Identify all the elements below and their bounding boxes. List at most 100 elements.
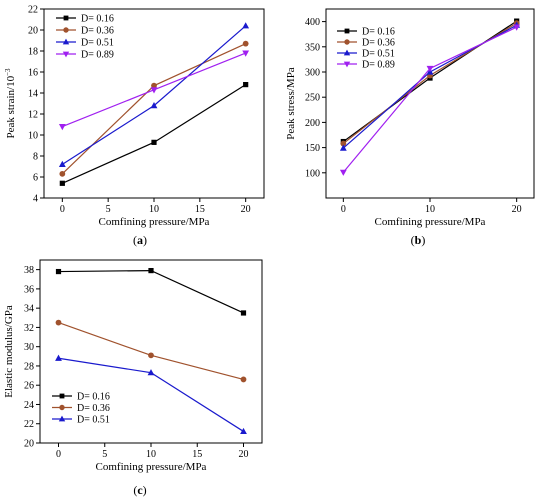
series-line-016 — [62, 84, 246, 184]
data-point — [150, 87, 158, 94]
legend-marker — [343, 49, 351, 56]
y-tick-label: 32 — [24, 323, 34, 334]
x-tick-label: 10 — [425, 204, 435, 215]
y-tick-label: 8 — [33, 152, 38, 163]
x-tick-label: 0 — [341, 204, 346, 215]
peak-strain-chart: 0 5 10 15 20 4 6 8 10 12 14 16 18 20 22 Comfining press… — [4, 5, 265, 228]
data-point — [55, 319, 62, 326]
panel-label-a: (a) — [133, 233, 147, 247]
data-point — [513, 24, 521, 31]
y-tick-label: 26 — [24, 381, 34, 392]
legend-label: D= 0.36 — [362, 38, 395, 49]
x-tick-label: 20 — [239, 449, 249, 460]
data-point — [148, 352, 154, 359]
data-point — [240, 310, 247, 316]
data-point — [243, 82, 249, 88]
y-axis-title: Elastic modulus/GPa — [3, 305, 15, 398]
data-point — [148, 267, 154, 274]
y-tick-label: 34 — [24, 304, 34, 315]
x-tick-label: 15 — [192, 449, 202, 460]
legend-marker — [344, 39, 350, 45]
x-axis-title: Comfining pressure/MPa — [99, 216, 210, 228]
legend-marker — [63, 27, 69, 33]
x-tick-label: 10 — [146, 449, 156, 460]
x-tick-label: 5 — [106, 204, 111, 215]
legend-marker — [59, 404, 65, 411]
legend-marker — [62, 51, 70, 58]
legend-marker — [344, 28, 350, 34]
y-tick-label: 22 — [28, 5, 38, 16]
data-point — [242, 40, 249, 47]
y-tick-label: 20 — [28, 26, 38, 37]
y-tick-label: 100 — [305, 168, 320, 179]
y-axis-title: Peak strain/10−3 — [4, 68, 17, 139]
x-tick-label: 10 — [149, 204, 159, 215]
y-tick-label: 250 — [305, 93, 320, 104]
y-tick-label: 20 — [24, 439, 34, 450]
data-point — [150, 102, 158, 109]
legend-marker — [58, 415, 66, 422]
y-tick-label: 200 — [305, 118, 320, 129]
y-tick-label: 400 — [305, 17, 320, 28]
legend-label: D= 0.51 — [81, 38, 114, 49]
data-point — [240, 427, 247, 435]
y-tick-label: 14 — [28, 89, 38, 100]
legend-label: D= 0.36 — [81, 26, 114, 37]
data-point — [147, 369, 155, 376]
legend-label: D= 0.16 — [81, 14, 114, 25]
y-tick-label: 10 — [28, 131, 38, 142]
data-point — [339, 169, 347, 176]
panel-label-b: (b) — [411, 233, 426, 247]
legend-label: D= 0.89 — [81, 50, 114, 61]
legend-label: D= 0.36 — [77, 403, 110, 414]
y-tick-label: 300 — [305, 68, 320, 79]
x-tick-label: 5 — [102, 449, 107, 460]
data-point — [58, 160, 66, 167]
data-point — [151, 82, 157, 89]
y-tick-label: 4 — [33, 194, 38, 205]
data-point — [151, 139, 157, 145]
y-tick-label: 150 — [305, 143, 320, 154]
x-tick-label: 20 — [512, 204, 522, 215]
legend-marker — [59, 393, 65, 399]
data-point — [339, 144, 347, 151]
plot-frame — [39, 259, 263, 444]
data-point — [55, 268, 62, 275]
legend-label: D= 0.16 — [362, 27, 395, 38]
plot-frame — [325, 8, 535, 199]
y-axis-title: Peak stress/MPa — [285, 67, 297, 140]
panel-label-c: (c) — [133, 483, 146, 497]
data-point — [240, 376, 247, 383]
data-point — [58, 124, 66, 131]
x-tick-label: 20 — [241, 204, 251, 215]
data-point — [242, 50, 250, 57]
y-tick-label: 36 — [24, 284, 34, 295]
legend-label: D= 0.51 — [77, 415, 110, 426]
y-tick-label: 24 — [24, 400, 34, 411]
y-axis-title-superscript: −3 — [4, 68, 12, 76]
peak-stress-chart: 0 10 20 100 150 200 250 300 350 400 Comfining pres… — [285, 8, 535, 228]
series-line-016 — [58, 269, 244, 314]
x-tick-label: 15 — [195, 204, 205, 215]
legend-label: D= 0.89 — [362, 60, 395, 71]
legend-marker — [343, 61, 351, 68]
data-point — [59, 170, 66, 177]
data-point — [55, 354, 62, 361]
x-tick-label: 0 — [60, 204, 65, 215]
y-tick-label: 16 — [28, 68, 38, 79]
y-tick-label: 38 — [24, 265, 34, 276]
y-tick-label: 12 — [28, 110, 38, 121]
data-point — [426, 65, 434, 73]
y-tick-label: 350 — [305, 42, 320, 53]
data-point — [242, 22, 250, 29]
legend-marker — [62, 38, 70, 45]
x-axis-title: Comfining pressure/MPa — [96, 461, 207, 473]
legend-marker — [63, 15, 69, 21]
legend-label: D= 0.16 — [77, 392, 110, 403]
data-point — [59, 180, 65, 186]
series-line-036 — [61, 43, 246, 175]
data-point — [340, 140, 347, 147]
x-axis-title: Comfining pressure/MPa — [375, 216, 486, 228]
y-tick-label: 28 — [24, 361, 34, 372]
